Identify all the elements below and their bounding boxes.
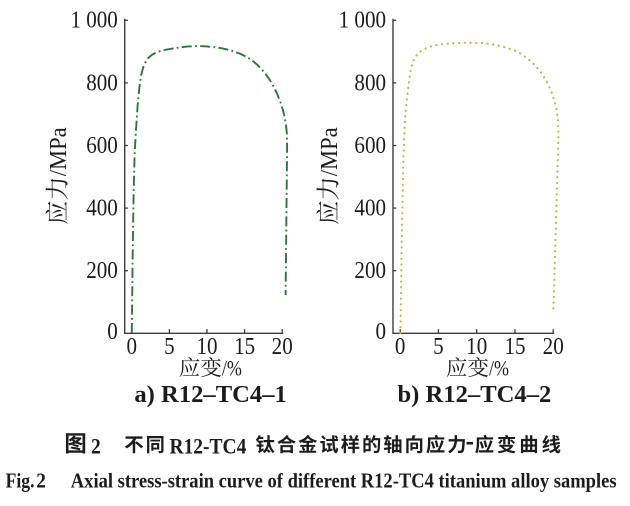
svg-text:/%: /% — [489, 357, 509, 381]
svg-text:20: 20 — [543, 333, 564, 360]
svg-text:2: 2 — [91, 434, 101, 458]
svg-text:10: 10 — [466, 333, 487, 360]
svg-text:15: 15 — [504, 333, 525, 360]
svg-text:Axial stress-strain curve of d: Axial stress-strain curve of different R… — [71, 469, 617, 493]
svg-text:20: 20 — [272, 333, 293, 360]
svg-text:5: 5 — [433, 333, 444, 360]
svg-text:/MPa: /MPa — [316, 127, 343, 177]
svg-text:15: 15 — [234, 333, 255, 360]
svg-text:600: 600 — [86, 132, 118, 159]
svg-text:a) R12–TC4–1: a) R12–TC4–1 — [134, 381, 286, 408]
svg-text:0: 0 — [395, 333, 406, 360]
svg-text:0: 0 — [375, 318, 386, 345]
svg-text:1 000: 1 000 — [339, 6, 386, 33]
svg-text:R12-TC4: R12-TC4 — [170, 434, 247, 458]
svg-text:400: 400 — [354, 194, 386, 221]
svg-text:Fig.: Fig. — [6, 469, 35, 493]
svg-text:800: 800 — [86, 69, 118, 96]
svg-text:200: 200 — [86, 257, 118, 284]
svg-text:600: 600 — [354, 132, 386, 159]
svg-text:800: 800 — [354, 69, 386, 96]
svg-text:5: 5 — [164, 333, 175, 360]
svg-text:0: 0 — [127, 333, 138, 360]
svg-text:1 000: 1 000 — [70, 6, 117, 33]
svg-text:2: 2 — [36, 470, 46, 493]
svg-text:/%: /% — [222, 357, 242, 381]
svg-text:400: 400 — [86, 194, 118, 221]
svg-text:/MPa: /MPa — [45, 127, 72, 177]
svg-text:b) R12–TC4–2: b) R12–TC4–2 — [397, 381, 551, 408]
svg-text:10: 10 — [196, 333, 217, 360]
svg-text:200: 200 — [354, 257, 386, 284]
svg-text:0: 0 — [107, 318, 118, 345]
